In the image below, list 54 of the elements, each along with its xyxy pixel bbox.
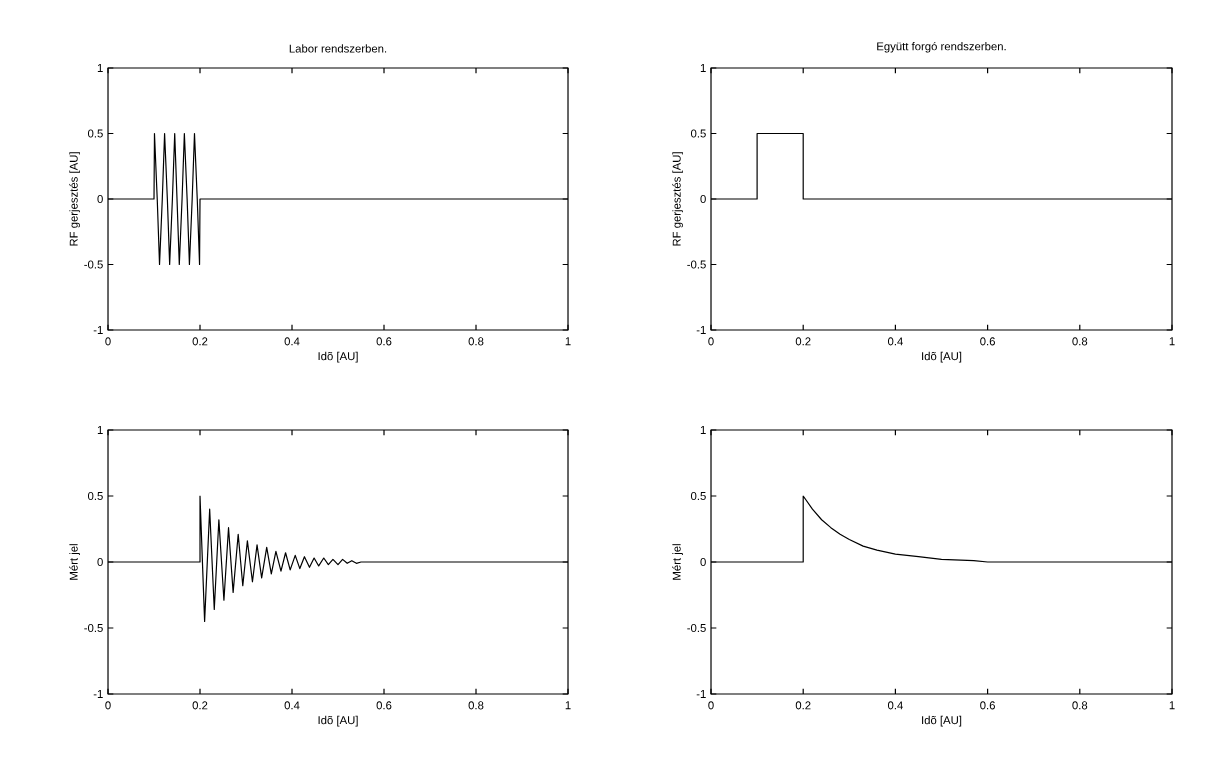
x-tick-label: 0.6 (980, 337, 995, 346)
y-tick-label: 1 (97, 64, 103, 72)
x-tick-label: 0.2 (192, 337, 208, 346)
y-tick-label: 0 (97, 557, 103, 566)
x-tick-label: 0.4 (284, 337, 300, 346)
x-tick-label: 0.4 (887, 337, 903, 346)
y-tick-label: 1 (97, 426, 103, 434)
y-tick-label: -0.5 (84, 623, 103, 632)
y-axis-title: Mért jel (69, 544, 80, 580)
y-tick-label: -0.5 (84, 260, 103, 269)
x-tick-label: 1 (1169, 701, 1175, 710)
x-tick-label: 0.8 (1072, 701, 1088, 710)
y-tick-label: -1 (696, 690, 706, 698)
x-tick-label: 0.2 (795, 337, 811, 346)
x-tick-label: 0.6 (376, 701, 392, 710)
x-tick-label: 0 (105, 701, 111, 710)
y-tick-label: -1 (696, 326, 706, 334)
y-tick-label: 0 (700, 557, 706, 566)
y-tick-label: 0 (97, 194, 103, 203)
y-axis-title: RF gerjesztés [AU] (672, 152, 683, 246)
x-tick-label: 0.8 (468, 337, 484, 346)
y-tick-label: 0.5 (690, 129, 706, 138)
y-tick-label: 1 (700, 426, 706, 434)
x-axis-title: Idõ [AU] (318, 351, 358, 363)
chart-title: Együtt forgó rendszerben. (877, 41, 1006, 53)
x-tick-label: 0.2 (795, 701, 811, 710)
x-tick-label: 1 (565, 337, 571, 346)
y-tick-label: -0.5 (687, 260, 706, 269)
y-tick-label: -1 (93, 690, 103, 698)
x-tick-label: 0 (105, 337, 111, 346)
x-tick-label: 1 (565, 701, 571, 710)
x-tick-label: 0.4 (887, 701, 903, 710)
y-tick-label: 0.5 (690, 491, 706, 500)
y-tick-label: 0.5 (87, 129, 103, 138)
y-tick-label: 1 (700, 64, 706, 72)
x-tick-label: 0 (708, 701, 714, 710)
x-tick-label: 0.2 (192, 701, 208, 710)
y-tick-label: -1 (93, 326, 103, 334)
y-axis-title: Mért jel (672, 544, 683, 580)
x-tick-label: 0.4 (284, 701, 300, 710)
x-tick-label: 0.8 (468, 701, 484, 710)
y-tick-label: 0 (700, 194, 706, 203)
x-tick-label: 0.6 (376, 337, 392, 346)
y-axis-title: RF gerjesztés [AU] (69, 152, 80, 246)
x-tick-label: 0.6 (980, 701, 995, 710)
x-tick-label: 0.8 (1072, 337, 1088, 346)
x-axis-title: Idõ [AU] (318, 715, 358, 727)
y-tick-label: 0.5 (87, 491, 103, 500)
x-tick-label: 0 (708, 337, 714, 346)
chart-title: Labor rendszerben. (289, 44, 387, 53)
x-axis-title: Idõ [AU] (922, 351, 962, 363)
x-axis-title: Idõ [AU] (922, 715, 962, 727)
y-tick-label: -0.5 (687, 623, 706, 632)
x-tick-label: 1 (1169, 337, 1175, 346)
